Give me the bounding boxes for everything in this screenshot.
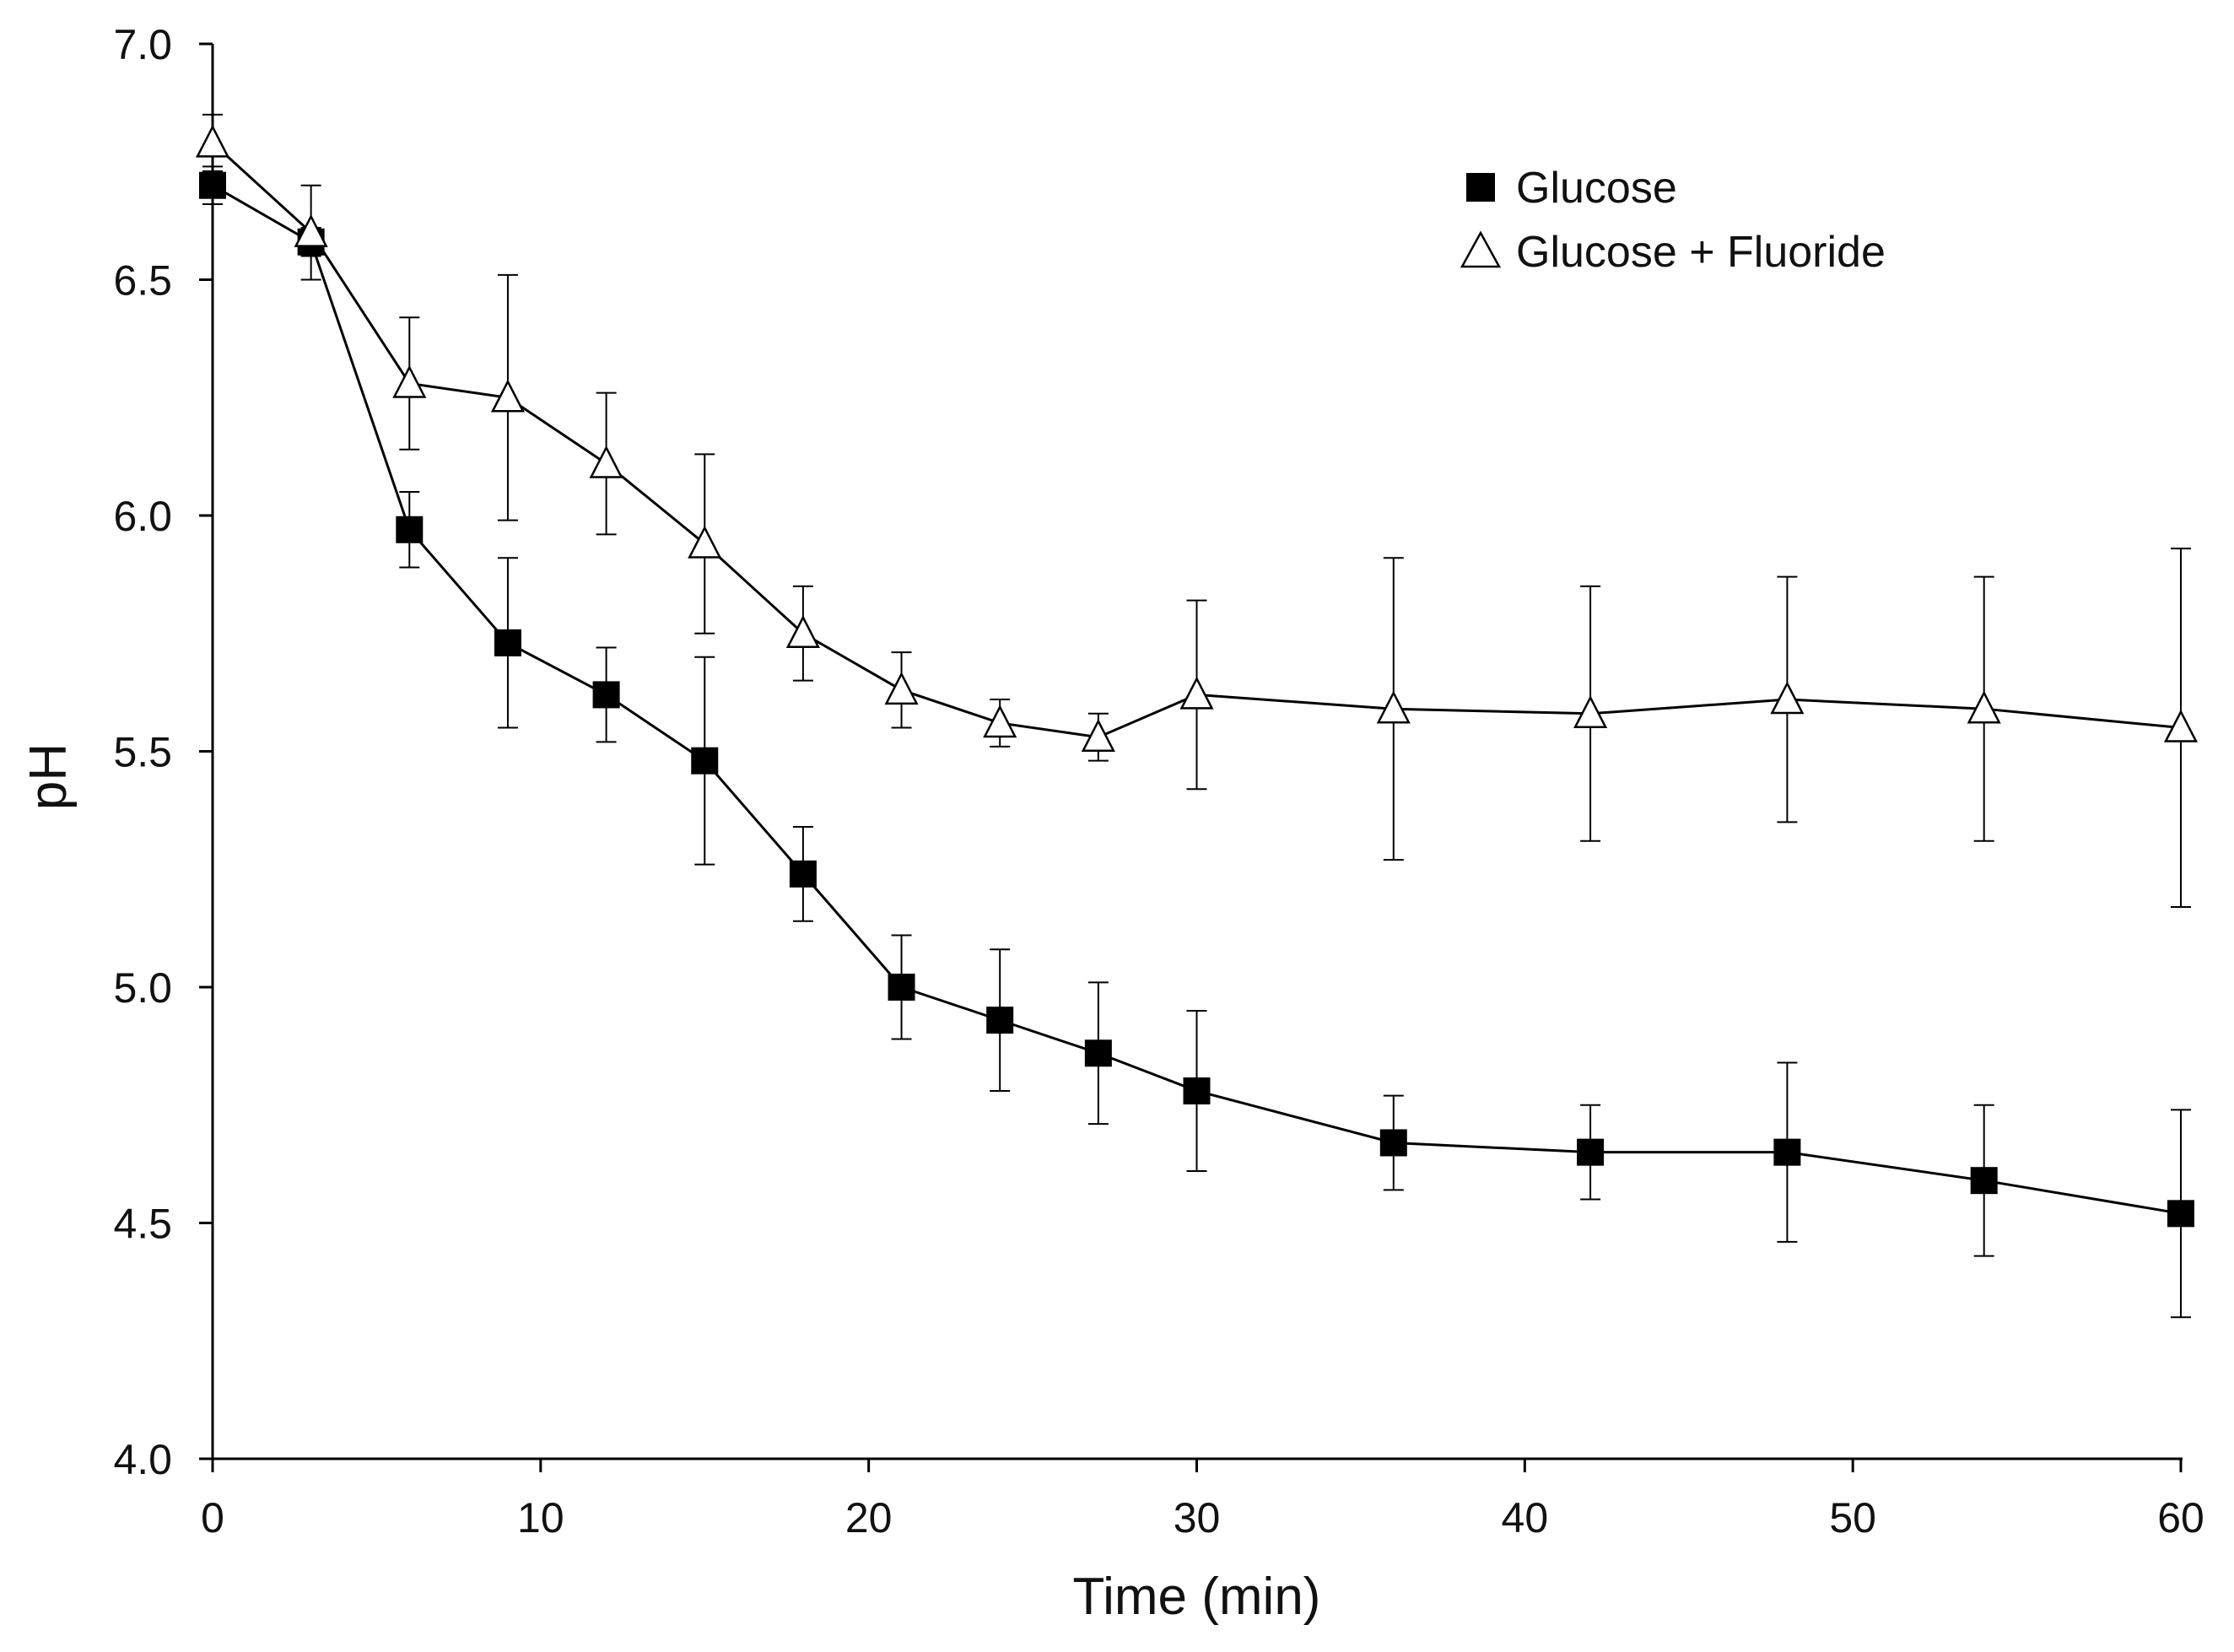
- series-glucose-fluoride: [195, 113, 2199, 908]
- x-tick-label: 0: [201, 1494, 224, 1541]
- legend-label: Glucose: [1516, 164, 1677, 213]
- data-point-triangle: [785, 615, 820, 648]
- data-point-square: [592, 681, 620, 709]
- y-tick-label: 6.5: [113, 257, 172, 305]
- data-point-square: [1084, 1039, 1112, 1067]
- legend-square-icon: [1466, 173, 1495, 202]
- data-point-triangle: [2163, 709, 2199, 742]
- x-axis-title: Time (min): [1073, 1568, 1321, 1626]
- data-point-square: [1577, 1138, 1605, 1166]
- x-tick-label: 20: [845, 1494, 893, 1541]
- data-point-square: [1379, 1129, 1407, 1157]
- legend-label: Glucose + Fluoride: [1516, 228, 1886, 277]
- x-tick-label: 30: [1174, 1494, 1221, 1541]
- data-point-triangle: [983, 705, 1017, 738]
- legend-item: Glucose: [1466, 164, 1677, 213]
- data-point-square: [1183, 1077, 1211, 1104]
- y-tick-label: 5.5: [113, 729, 172, 776]
- data-point-triangle: [1770, 681, 1805, 715]
- data-point-triangle: [392, 364, 427, 398]
- y-axis-title: pH: [19, 743, 78, 810]
- data-point-square: [986, 1007, 1014, 1034]
- data-point-square: [691, 747, 719, 775]
- data-point-triangle: [294, 213, 328, 247]
- data-point-square: [2167, 1200, 2194, 1228]
- data-point-triangle: [1967, 690, 2001, 724]
- data-point-square: [494, 629, 521, 656]
- data-point-triangle: [490, 379, 525, 413]
- data-point-triangle: [1376, 690, 1411, 724]
- y-tick-label: 5.0: [113, 964, 172, 1012]
- data-point-triangle: [1081, 718, 1115, 752]
- y-tick-label: 4.0: [113, 1436, 172, 1483]
- data-point-triangle: [1179, 676, 1214, 710]
- data-point-square: [199, 171, 226, 199]
- data-point-square: [888, 974, 915, 1001]
- legend: Glucose Glucose + Fluoride: [1460, 164, 1886, 277]
- y-tick-label: 6.0: [113, 493, 172, 540]
- legend-triangle-icon: [1460, 230, 1502, 268]
- series-line: [211, 142, 2182, 739]
- legend-item: Glucose + Fluoride: [1460, 228, 1886, 277]
- data-point-triangle: [195, 124, 230, 158]
- data-point-triangle: [884, 672, 919, 705]
- data-point-triangle: [688, 525, 722, 559]
- data-point-square: [1773, 1138, 1801, 1166]
- y-tick-label: 4.5: [113, 1201, 172, 1248]
- x-tick-label: 10: [517, 1494, 564, 1541]
- x-tick-label: 60: [2157, 1494, 2204, 1541]
- data-point-square: [1970, 1167, 1998, 1195]
- series-line: [212, 184, 2182, 1215]
- series-layer: [195, 113, 2199, 1319]
- axes: 4.0 4.5 5.0 5.5 6.0 6.5 7.0 0 10 20 30 40 50 60: [113, 21, 2204, 1541]
- series-glucose: [199, 165, 2194, 1319]
- x-tick-label: 50: [1829, 1494, 1876, 1541]
- y-tick-label: 7.0: [113, 21, 172, 68]
- data-point-square: [789, 860, 817, 888]
- x-tick-label: 40: [1502, 1494, 1549, 1541]
- data-point-triangle: [1573, 695, 1608, 729]
- data-point-square: [396, 516, 424, 543]
- data-point-triangle: [589, 445, 623, 478]
